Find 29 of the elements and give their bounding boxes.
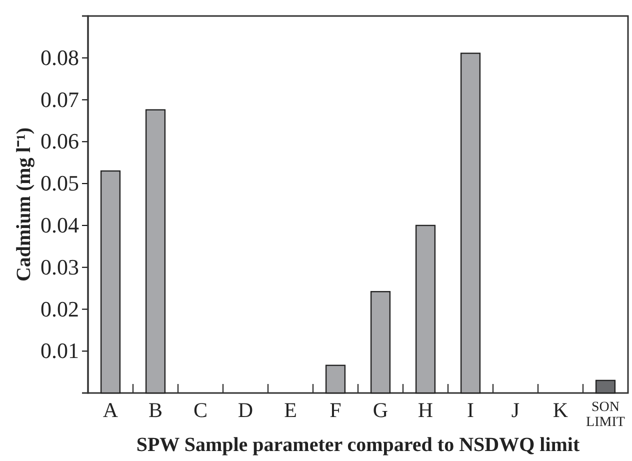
x-tick-label: F xyxy=(330,398,342,422)
y-tick-label: 0.04 xyxy=(40,212,79,238)
y-axis-title: Cadmium (mg l⁻¹) xyxy=(13,127,35,282)
y-tick-label: 0.02 xyxy=(40,296,79,322)
y-tick-label: 0.08 xyxy=(40,44,79,70)
bar xyxy=(370,291,391,394)
x-tick-label: B xyxy=(148,398,163,422)
y-tick-label: 0.06 xyxy=(40,128,79,154)
y-tick-label: 0.03 xyxy=(40,254,79,280)
bar xyxy=(460,52,481,394)
bar xyxy=(325,364,346,394)
bar xyxy=(100,170,121,394)
x-tick-label: G xyxy=(372,398,388,422)
x-axis-title: SPW Sample parameter compared to NSDWQ limit xyxy=(136,434,580,456)
y-tick-label: 0.05 xyxy=(40,170,79,196)
y-tick-label: 0.01 xyxy=(40,338,79,364)
x-tick-label: SON LIMIT xyxy=(586,400,626,430)
x-tick-label: I xyxy=(467,398,474,422)
bar xyxy=(595,380,616,394)
x-tick-label: J xyxy=(511,398,520,422)
x-tick-label: K xyxy=(552,398,568,422)
x-tick-label: A xyxy=(102,398,119,422)
bar xyxy=(415,224,436,394)
y-tick-label: 0.07 xyxy=(40,86,79,112)
x-tick-label: H xyxy=(418,398,434,422)
x-tick-label: C xyxy=(193,398,208,422)
bar xyxy=(145,109,166,394)
x-tick-label: D xyxy=(238,398,254,422)
x-tick-label: E xyxy=(284,398,297,422)
